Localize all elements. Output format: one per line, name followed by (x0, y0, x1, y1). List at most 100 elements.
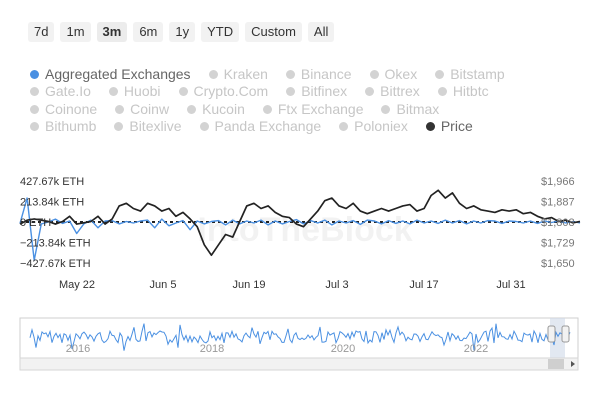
legend-marker-icon (108, 87, 118, 97)
legend-item-hitbtc[interactable]: Hitbtc (437, 83, 489, 100)
legend-row: Coinone Coinw Kucoin Ftx Exchange Bitmax (30, 101, 570, 118)
series-line-aggregated-exchanges (19, 197, 581, 261)
y-right-tick-label: $1,808 (541, 217, 575, 229)
legend-marker-icon (30, 122, 39, 132)
series-line-price (19, 189, 581, 257)
navigator-year-label: 2020 (331, 343, 355, 355)
navigator-year-label: 2022 (464, 343, 488, 355)
legend-item-binance[interactable]: Binance (285, 66, 352, 83)
legend-label: Aggregated Exchanges (45, 66, 191, 83)
legend-marker-icon (30, 70, 39, 80)
navigator-selection[interactable] (550, 318, 565, 368)
scroll-right-arrow-icon[interactable] (571, 361, 575, 367)
legend-item-ftx-exchange[interactable]: Ftx Exchange (262, 101, 363, 118)
legend-item-gate-io[interactable]: Gate.Io (30, 83, 91, 100)
legend-marker-icon (199, 122, 209, 132)
legend-item-bitexlive[interactable]: Bitexlive (114, 118, 182, 135)
navigator-year-label: 2016 (66, 343, 90, 355)
x-tick-label: Jun 5 (150, 279, 177, 291)
legend-label: Bitexlive (129, 118, 182, 135)
legend-marker-icon (114, 122, 124, 132)
legend-label: Huobi (123, 83, 161, 100)
legend-item-bithumb[interactable]: Bithumb (30, 118, 96, 135)
legend-marker-icon (115, 104, 125, 114)
legend-marker-icon (30, 87, 39, 97)
legend-label: Okex (384, 66, 418, 83)
legend-label: Bitfinex (301, 83, 348, 100)
legend-label: Bitstamp (450, 66, 505, 83)
range-button-6m[interactable]: 6m (133, 22, 164, 42)
legend-label: Panda Exchange (214, 118, 322, 135)
legend-item-coinw[interactable]: Coinw (115, 101, 169, 118)
navigator-year-label: 2018 (200, 343, 224, 355)
y-right-tick-label: $1,650 (541, 258, 575, 270)
legend-marker-icon (339, 122, 349, 132)
legend-item-poloniex[interactable]: Poloniex (339, 118, 408, 135)
legend-label: Poloniex (354, 118, 408, 135)
legend-item-kucoin[interactable]: Kucoin (187, 101, 245, 118)
legend-label: Bittrex (380, 83, 420, 100)
legend-label: Kucoin (202, 100, 245, 117)
legend-label: Kraken (223, 66, 268, 83)
legend-item-bitfinex[interactable]: Bitfinex (286, 83, 347, 100)
legend-item-price[interactable]: Price (425, 118, 473, 135)
legend-row: Aggregated Exchanges Kraken Binance Okex Bit… (30, 66, 570, 83)
range-button-1m[interactable]: 1m (60, 22, 91, 42)
legend-item-crypto-com[interactable]: Crypto.Com (178, 83, 268, 100)
legend-item-bitmax[interactable]: Bitmax (381, 101, 439, 118)
legend-marker-icon (262, 104, 272, 114)
legend-marker-icon (187, 104, 197, 114)
legend-item-kraken[interactable]: Kraken (208, 66, 268, 83)
range-button-1y[interactable]: 1y (169, 22, 196, 42)
legend-marker-icon (285, 70, 295, 80)
legend-row: Bithumb Bitexlive Panda Exchange Poloniex Pr… (30, 118, 570, 135)
x-tick-label: Jul 17 (409, 279, 438, 291)
x-tick-label: Jul 31 (496, 279, 525, 291)
legend-marker-icon (437, 87, 447, 97)
navigator-scrollbar-thumb[interactable] (548, 359, 564, 369)
x-tick-label: Jul 3 (325, 279, 348, 291)
legend-label: Coinone (45, 100, 98, 117)
range-button-all[interactable]: All (307, 22, 335, 42)
y-right-tick-label: $1,729 (541, 238, 575, 250)
y-left-tick-label: 0 ETH (20, 217, 51, 229)
range-button-custom[interactable]: Custom (245, 22, 302, 42)
navigator-frame (19, 317, 579, 369)
legend-marker-icon (365, 87, 375, 97)
legend-item-bitstamp[interactable]: Bitstamp (435, 66, 505, 83)
navigator-series-line (29, 323, 571, 351)
legend-item-panda-exchange[interactable]: Panda Exchange (199, 118, 322, 135)
legend-item-bittrex[interactable]: Bittrex (365, 83, 420, 100)
legend-marker-icon (435, 70, 445, 80)
legend-label: Bitmax (396, 100, 440, 117)
y-left-tick-label: 427.67k ETH (20, 176, 84, 188)
legend-marker-icon (369, 70, 379, 80)
range-button-3m[interactable]: 3m (96, 22, 128, 42)
legend-marker-icon (425, 122, 435, 132)
y-right-tick-label: $1,887 (541, 197, 575, 209)
navigator-handle[interactable] (561, 325, 570, 343)
navigator-handle[interactable] (547, 325, 556, 343)
legend-label: Price (440, 118, 473, 135)
legend-label: Binance (300, 66, 352, 83)
range-button-7d[interactable]: 7d (28, 22, 55, 42)
range-selector: 7d 1m 3m 6m 1y YTD Custom All (28, 22, 335, 42)
legend: Aggregated Exchanges Kraken Binance Okex Bit… (30, 66, 570, 135)
legend-item-aggregated-exchanges[interactable]: Aggregated Exchanges (30, 66, 191, 83)
legend-marker-icon (208, 70, 218, 80)
legend-marker-icon (178, 87, 188, 97)
navigator-scrollbar[interactable] (19, 357, 579, 371)
legend-label: Coinw (130, 100, 170, 117)
legend-marker-icon (381, 104, 391, 114)
legend-item-coinone[interactable]: Coinone (30, 101, 97, 118)
y-left-tick-label: −427.67k ETH (20, 258, 91, 270)
legend-item-okex[interactable]: Okex (369, 66, 418, 83)
y-left-tick-label: 213.84k ETH (20, 196, 84, 208)
legend-item-huobi[interactable]: Huobi (108, 83, 161, 100)
legend-label: Hitbtc (452, 83, 489, 100)
legend-marker-icon (286, 87, 296, 97)
legend-row: Gate.Io Huobi Crypto.Com Bitfinex Bittrex Hit… (30, 83, 570, 100)
range-button-ytd[interactable]: YTD (201, 22, 240, 42)
x-tick-label: Jun 19 (232, 279, 265, 291)
